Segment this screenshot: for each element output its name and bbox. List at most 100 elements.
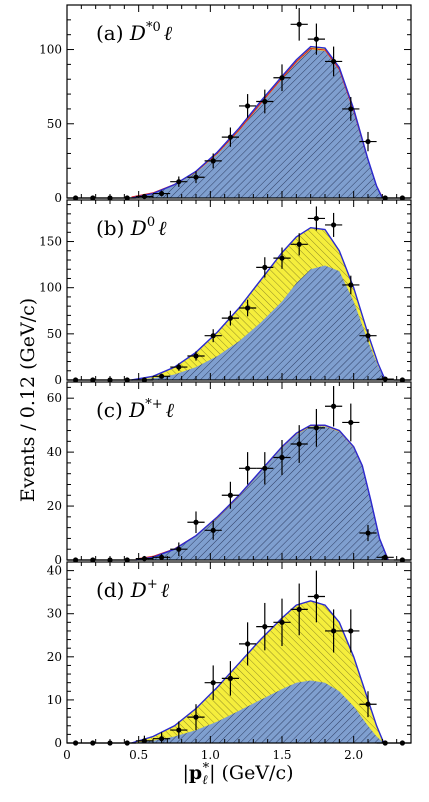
panel-label: (a) D*0 ℓ [96, 20, 173, 45]
data-point [290, 233, 308, 256]
data-marker [159, 736, 165, 742]
y-tick-label: 0 [54, 736, 62, 750]
data-point [325, 212, 343, 237]
panel-label: (c) D*+ ℓ [96, 397, 175, 422]
y-tick-label: 100 [39, 43, 62, 57]
data-marker [296, 241, 302, 247]
panel-c: 0 20 40 60 (c) D*+ ℓ [47, 381, 412, 567]
data-marker [348, 106, 354, 112]
data-point [187, 704, 205, 731]
y-axis-title: Events / 0.12 (GeV/c) [17, 298, 39, 502]
data-point [239, 622, 257, 666]
y-tick-label: 0 [54, 191, 62, 205]
y-tick-label: 50 [47, 327, 62, 341]
data-marker [262, 98, 268, 105]
data-marker [262, 264, 268, 270]
data-marker [176, 364, 182, 370]
data-point [307, 570, 325, 623]
x-tick-label: 1.0 [201, 748, 220, 762]
data-point [342, 609, 360, 653]
blue-component-area [135, 426, 389, 560]
data-point [290, 7, 308, 41]
y-tick-label: 40 [47, 564, 62, 578]
data-marker [159, 554, 165, 560]
data-marker [245, 305, 251, 311]
data-marker [279, 75, 285, 81]
data-point [325, 386, 343, 427]
data-marker [331, 403, 337, 409]
data-point [342, 275, 360, 295]
data-point [359, 131, 377, 152]
data-marker [193, 519, 199, 525]
data-point [187, 351, 205, 361]
data-point [187, 171, 205, 184]
data-marker [279, 619, 285, 625]
data-marker [227, 492, 233, 498]
y-tick-label: 20 [47, 499, 62, 513]
data-marker [262, 465, 268, 471]
data-point [325, 609, 343, 653]
data-marker [193, 353, 199, 359]
data-point [204, 153, 222, 169]
panel-label: (d) D+ ℓ [96, 577, 170, 602]
data-marker [141, 738, 147, 744]
data-marker [365, 333, 371, 339]
y-tick-label: 100 [39, 281, 62, 295]
data-point [256, 257, 274, 278]
data-point [221, 127, 239, 147]
data-point [359, 524, 377, 542]
panel-a: 0 50 100 (a) D*0 ℓ [39, 4, 412, 205]
blue-component-area [131, 680, 384, 743]
data-point [307, 206, 325, 231]
data-point [307, 23, 325, 55]
data-point [290, 583, 308, 636]
x-tick-label: 0 [63, 748, 71, 762]
data-point [256, 89, 274, 114]
data-marker [279, 454, 285, 461]
data-marker [227, 675, 233, 681]
data-point [221, 310, 239, 326]
data-marker [296, 441, 302, 447]
data-point [273, 64, 291, 92]
data-point [153, 190, 171, 197]
x-tick-label: 0.5 [129, 748, 148, 762]
data-marker [313, 215, 319, 222]
x-tick-labels: 0 0.5 1.0 1.5 2.0 [63, 748, 363, 762]
x-tick-label: 2.0 [344, 748, 363, 762]
data-point [256, 602, 274, 651]
data-point [359, 329, 377, 343]
data-marker [348, 282, 354, 288]
data-point [239, 94, 257, 118]
data-point [273, 439, 291, 476]
data-point [221, 661, 239, 696]
y-tick-label: 0 [54, 373, 62, 387]
data-point [239, 299, 257, 317]
data-marker [313, 425, 319, 431]
y-tick-label: 30 [47, 607, 62, 621]
data-marker [262, 624, 268, 630]
y-tick-label: 60 [47, 391, 62, 405]
data-marker [193, 174, 199, 180]
data-marker [365, 701, 371, 707]
data-point [342, 97, 360, 121]
data-marker [210, 333, 216, 339]
data-marker [296, 606, 302, 613]
data-point [290, 425, 308, 463]
data-marker [176, 546, 182, 552]
data-marker [210, 527, 216, 533]
data-marker [348, 628, 354, 634]
data-marker [382, 376, 388, 382]
y-tick-label: 10 [47, 693, 62, 707]
data-point [273, 598, 291, 647]
blue-component-area [131, 265, 386, 380]
y-axis-title-group: Events / 0.12 (GeV/c) [17, 298, 39, 502]
data-point [273, 247, 291, 269]
x-tick-label: 1.5 [272, 748, 291, 762]
y-tick-label: 40 [47, 445, 62, 459]
data-point [170, 176, 188, 187]
data-marker [245, 103, 251, 109]
data-marker [210, 680, 216, 686]
data-point [376, 554, 394, 560]
total-fit-curve [135, 424, 389, 561]
total-fit-curve [131, 45, 383, 199]
